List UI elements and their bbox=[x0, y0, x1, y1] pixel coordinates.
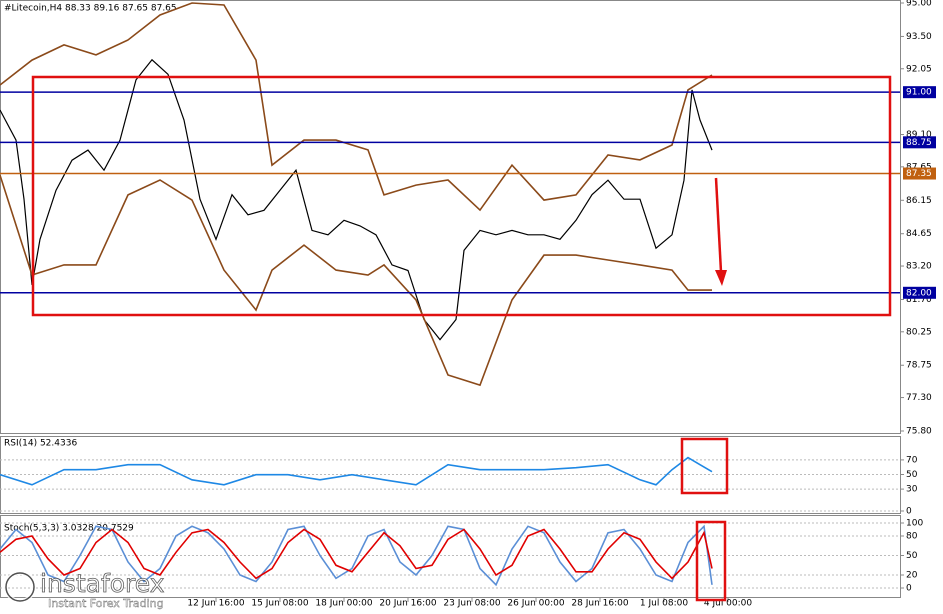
y-tick-label: 89.10 bbox=[906, 130, 932, 140]
y-tick-label: 75.80 bbox=[906, 427, 932, 437]
x-tick-label: 23 Jun 08:00 bbox=[443, 599, 500, 609]
y-tick-label: 50 bbox=[906, 551, 918, 561]
y-tick-label: 100 bbox=[906, 519, 923, 529]
arrow-head bbox=[715, 270, 727, 286]
level-label: 87.35 bbox=[906, 169, 932, 179]
logo bbox=[5, 572, 35, 602]
y-tick-label: 0 bbox=[906, 584, 912, 594]
series-line bbox=[0, 58, 713, 341]
watermark: instaforex Instant Forex Trading bbox=[4, 569, 165, 610]
level-label: 88.75 bbox=[906, 138, 932, 148]
y-tick-label: 83.20 bbox=[906, 262, 932, 272]
y-tick-label: 80.25 bbox=[906, 327, 932, 337]
y-tick-label: 70 bbox=[906, 455, 918, 465]
x-tick-label: 26 Jun 00:00 bbox=[507, 599, 564, 609]
series-line bbox=[0, 524, 713, 587]
x-tick-label: 1 Jul 08:00 bbox=[640, 599, 689, 609]
x-tick-label: 15 Jun 08:00 bbox=[251, 599, 308, 609]
brand: instaforex bbox=[40, 569, 165, 598]
y-tick-label: 86.15 bbox=[906, 196, 932, 206]
y-tick-label: 50 bbox=[906, 470, 918, 480]
y-tick-label: 0 bbox=[906, 507, 912, 517]
arrow-shaft bbox=[714, 177, 723, 273]
rsi-box bbox=[680, 437, 729, 495]
tagline: Instant Forex Trading bbox=[48, 597, 164, 610]
stoch-box bbox=[695, 520, 727, 602]
y-tick-label: 87.65 bbox=[906, 162, 932, 172]
y-tick-label: 92.05 bbox=[906, 64, 932, 74]
series-line bbox=[0, 174, 712, 387]
x-tick-label: 12 Jun 16:00 bbox=[187, 599, 244, 609]
main-pane bbox=[0, 0, 901, 434]
x-tick-label: 28 Jun 16:00 bbox=[571, 599, 628, 609]
level-label: 91.00 bbox=[906, 88, 932, 98]
pane-title: Stoch(5,3,3) 3.0328 20.7529 bbox=[4, 524, 134, 534]
x-tick-label: 20 Jun 16:00 bbox=[379, 599, 436, 609]
y-tick-label: 77.30 bbox=[906, 393, 932, 403]
level-label: 82.00 bbox=[906, 288, 932, 298]
x-tick-label: 18 Jun 00:00 bbox=[315, 599, 372, 609]
series-line bbox=[0, 456, 713, 486]
series-line bbox=[0, 2, 713, 212]
level-tag bbox=[903, 136, 936, 149]
y-tick-label: 20 bbox=[906, 571, 918, 581]
level-tag bbox=[903, 167, 936, 180]
series-line bbox=[0, 528, 713, 580]
pane-title: #Litecoin,H4 88.33 89.16 87.65 87.65 bbox=[4, 4, 177, 14]
range-box bbox=[31, 75, 892, 317]
y-tick-label: 95.00 bbox=[906, 0, 932, 9]
y-tick-label: 78.75 bbox=[906, 361, 932, 371]
y-tick-label: 81.70 bbox=[906, 295, 932, 305]
y-tick-label: 30 bbox=[906, 485, 918, 495]
x-tick-label: 4 Jul 00:00 bbox=[704, 599, 753, 609]
y-tick-label: 93.50 bbox=[906, 32, 932, 42]
level-tag bbox=[903, 86, 936, 99]
y-tick-label: 80 bbox=[906, 532, 918, 542]
level-tag bbox=[903, 286, 936, 299]
pane-title: RSI(14) 52.4336 bbox=[4, 439, 77, 449]
stoch-pane bbox=[0, 515, 901, 598]
y-tick-label: 84.65 bbox=[906, 229, 932, 239]
